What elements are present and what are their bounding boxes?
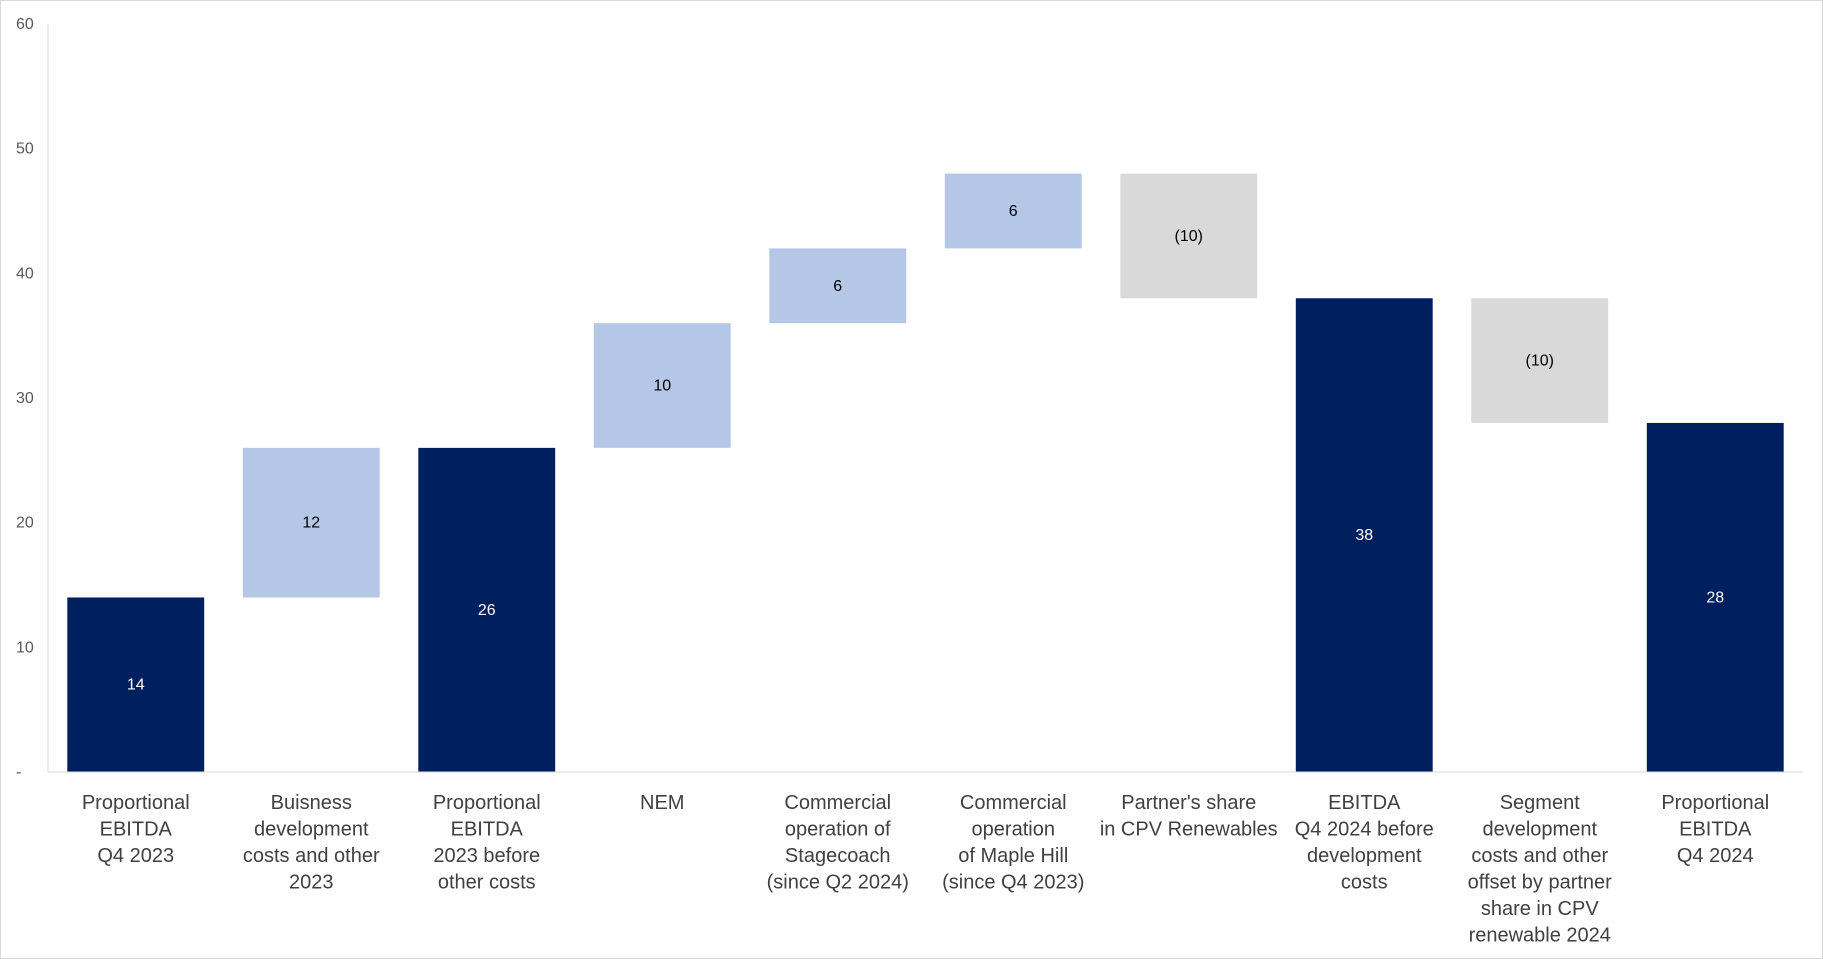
x-category-line: Partner's share: [1121, 792, 1256, 814]
x-category-line: in CPV Renewables: [1100, 819, 1278, 841]
x-category-label: Proportional EBITDA Q4 2024: [1661, 792, 1769, 867]
x-category-line: share in CPV: [1481, 898, 1599, 920]
x-category-line: NEM: [640, 792, 684, 814]
x-category-label: Buisness development costs and other 2023: [243, 792, 380, 894]
bar-3-total: [418, 447, 556, 772]
y-tick-label: 40: [16, 265, 34, 282]
x-category-line: Proportional: [1661, 792, 1769, 814]
x-category-line: Proportional: [433, 792, 541, 814]
x-category-label: Proportional EBITDA Q4 2023: [82, 792, 190, 867]
y-tick-label: 60: [16, 16, 34, 33]
bar-10-total: [1646, 422, 1784, 772]
x-category-line: Segment: [1500, 792, 1580, 814]
data-label: 26: [478, 602, 496, 619]
x-category-line: 2023 before: [433, 845, 540, 867]
x-category-line: operation of: [785, 819, 891, 841]
x-category-line: (since Q2 2024): [767, 872, 909, 894]
bar-1-total: [67, 597, 205, 772]
x-category-line: Proportional: [82, 792, 190, 814]
x-category-line: Commercial: [960, 792, 1067, 814]
bar-8-total: [1295, 298, 1433, 772]
x-category-line: Buisness: [271, 792, 352, 814]
data-label: (10): [1526, 353, 1554, 370]
y-axis: - 10 20 30 40 50 60: [16, 16, 49, 781]
data-label: 14: [127, 677, 145, 694]
x-category-label: Commercial operation of Stagecoach (since Q…: [767, 792, 909, 894]
x-category-line: EBITDA: [100, 819, 173, 841]
bar-4-increase: [593, 323, 731, 448]
x-category-line: Q4 2024 before: [1295, 819, 1434, 841]
x-category-line: EBITDA: [1328, 792, 1401, 814]
x-category-line: (since Q4 2023): [942, 872, 1084, 894]
data-label: 38: [1355, 527, 1373, 544]
y-tick-label: 10: [16, 639, 34, 656]
bar-2-increase: [242, 447, 380, 598]
bars: 14 12 26 10 6 6 (10) 38 (10) 28: [67, 173, 1784, 772]
x-category-line: other costs: [438, 872, 536, 894]
x-category-line: 2023: [289, 872, 334, 894]
x-category-line: of Maple Hill: [958, 845, 1068, 867]
x-category-line: operation: [972, 819, 1055, 841]
data-label: (10): [1175, 228, 1203, 245]
x-category-label: Segment development costs and other offset …: [1468, 792, 1613, 947]
y-tick-label: 20: [16, 515, 34, 532]
x-axis: Proportional EBITDA Q4 2023 Buisness develop…: [48, 771, 1803, 947]
bar-5-increase: [769, 248, 907, 324]
x-category-line: development: [1307, 845, 1422, 867]
bar-7-decrease: [1120, 173, 1258, 299]
y-tick-label: -: [16, 764, 21, 781]
y-tick-label: 30: [16, 390, 34, 407]
x-category-label: EBITDA Q4 2024 before development costs: [1295, 792, 1434, 894]
x-category-line: Stagecoach: [785, 845, 891, 867]
x-category-label: Commercial operation of Maple Hill (since Q…: [942, 792, 1084, 894]
data-label: 10: [653, 378, 671, 395]
bar-9-decrease: [1471, 298, 1609, 423]
x-category-label: NEM: [640, 792, 684, 814]
x-category-line: EBITDA: [451, 819, 524, 841]
x-category-line: costs and other: [243, 845, 380, 867]
data-label: 28: [1706, 589, 1724, 606]
x-category-line: renewable 2024: [1469, 925, 1611, 947]
x-category-line: costs: [1341, 872, 1388, 894]
bar-6-increase: [944, 173, 1082, 249]
data-label: 6: [833, 278, 842, 295]
x-category-line: Q4 2023: [97, 845, 174, 867]
x-category-line: Commercial: [784, 792, 891, 814]
data-label: 12: [302, 515, 320, 532]
x-category-line: development: [254, 819, 369, 841]
x-category-line: EBITDA: [1679, 819, 1752, 841]
data-label: 6: [1009, 203, 1018, 220]
x-category-line: offset by partner: [1468, 872, 1613, 894]
x-category-line: development: [1482, 819, 1597, 841]
y-tick-label: 50: [16, 141, 34, 158]
x-category-line: costs and other: [1471, 845, 1608, 867]
x-category-label: Partner's share in CPV Renewables: [1100, 792, 1278, 841]
x-category-line: Q4 2024: [1677, 845, 1754, 867]
x-category-label: Proportional EBITDA 2023 before other costs: [433, 792, 541, 894]
